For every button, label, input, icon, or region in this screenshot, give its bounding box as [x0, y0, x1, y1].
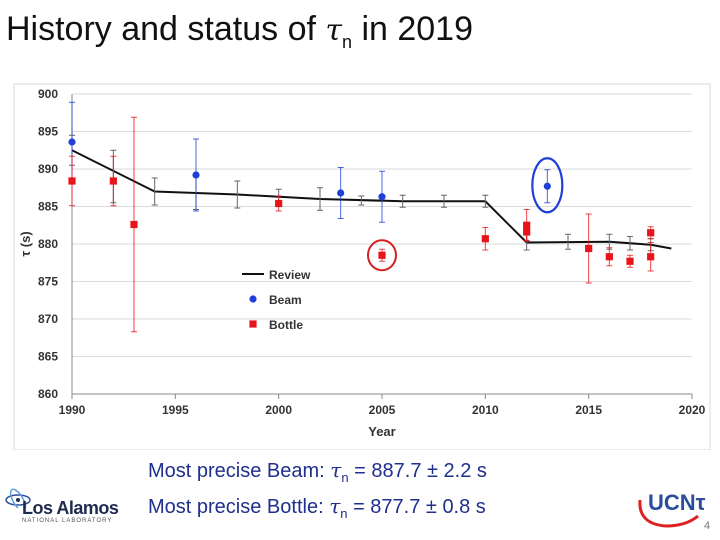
x-tick-label: 1990 — [59, 403, 86, 417]
bottle-point — [585, 244, 593, 253]
beam-summary: Most precise Beam: τn = 887.7 ± 2.2 s — [148, 458, 487, 485]
tau-subscript: n — [341, 470, 349, 485]
bottle-point — [378, 251, 386, 259]
bottle-point — [275, 199, 283, 208]
x-tick-label: 1995 — [162, 403, 189, 417]
lanl-name: Los Alamos — [22, 498, 119, 518]
slide-title: History and status of τn in 2019 — [6, 10, 473, 52]
beam-point — [68, 138, 76, 146]
title-prefix: History and status of — [6, 10, 316, 48]
bottle-point — [523, 221, 531, 229]
highlight-beam-circle — [531, 157, 564, 214]
beam-point — [192, 171, 200, 179]
atom-icon — [5, 488, 31, 508]
swoosh-icon — [638, 499, 699, 528]
bottle-summary-value: = 877.7 ± 0.8 s — [353, 496, 486, 518]
beam-point — [337, 189, 345, 197]
lanl-subtitle: NATIONAL LABORATORY — [22, 518, 113, 524]
bottle-point — [109, 177, 117, 185]
title-suffix: in 2019 — [361, 10, 473, 48]
bottle-point — [130, 220, 138, 229]
y-axis-label: τ (s) — [18, 231, 33, 256]
ucn-text: UCNτ — [648, 490, 706, 515]
x-tick-label: 2015 — [575, 403, 602, 417]
y-tick-label: 870 — [38, 312, 58, 326]
bottle-series — [68, 116, 655, 333]
x-tick-label: 2010 — [472, 403, 499, 417]
bottle-summary: Most precise Bottle: τn = 877.7 ± 0.8 s — [148, 494, 486, 521]
highlight-circles — [367, 157, 564, 272]
ucn-tau-logo: UCNτ — [636, 486, 706, 536]
tau-symbol: τ — [329, 494, 341, 518]
tau-symbol: τ — [330, 458, 342, 482]
x-axis: 1990 1995 2000 2005 2010 2015 2020 — [59, 393, 706, 417]
y-axis: 860 865 870 875 880 885 890 895 900 — [38, 87, 73, 401]
beam-point — [378, 193, 386, 201]
highlight-bottle-circle — [367, 239, 397, 272]
bottle-point — [647, 253, 655, 261]
bottle-point — [481, 235, 489, 243]
y-tick-label: 885 — [38, 200, 58, 214]
title-subscript: n — [341, 32, 352, 52]
x-tick-label: 2005 — [369, 403, 396, 417]
plot-frame — [13, 83, 711, 450]
lifetime-chart: 860 865 870 875 880 885 890 895 900 1990 1995 2000… — [13, 83, 711, 450]
x-axis-label: Year — [368, 424, 395, 439]
y-tick-label: 890 — [38, 162, 58, 176]
page-number: 4 — [704, 520, 711, 532]
y-tick-label: 860 — [38, 387, 58, 401]
bottle-summary-label: Most precise Bottle: — [148, 496, 324, 518]
y-tick-label: 875 — [38, 275, 58, 289]
legend-bottle-swatch — [249, 320, 257, 328]
legend: Review Beam Bottle — [242, 268, 311, 332]
x-tick-label: 2020 — [679, 403, 706, 417]
beam-summary-label: Most precise Beam: — [148, 460, 325, 482]
y-tick-label: 865 — [38, 350, 58, 364]
los-alamos-logo: Los Alamos NATIONAL LABORATORY — [4, 478, 134, 538]
y-tick-label: 900 — [38, 87, 58, 101]
chart-border — [13, 83, 711, 450]
beam-summary-value: = 887.7 ± 2.2 s — [354, 460, 487, 482]
legend-label: Beam — [269, 293, 302, 307]
legend-label: Bottle — [269, 318, 303, 332]
x-tick-label: 2000 — [265, 403, 292, 417]
y-tick-label: 895 — [38, 125, 58, 139]
legend-beam-swatch — [249, 295, 257, 303]
tau-subscript: n — [340, 506, 348, 521]
legend-label: Review — [269, 268, 311, 282]
bottle-point — [647, 229, 655, 237]
y-tick-label: 880 — [38, 237, 58, 251]
bottle-point — [605, 253, 613, 261]
bottle-point — [68, 177, 76, 185]
beam-point — [543, 182, 551, 190]
tau-symbol: τ — [325, 13, 342, 48]
bottle-point — [626, 257, 634, 265]
